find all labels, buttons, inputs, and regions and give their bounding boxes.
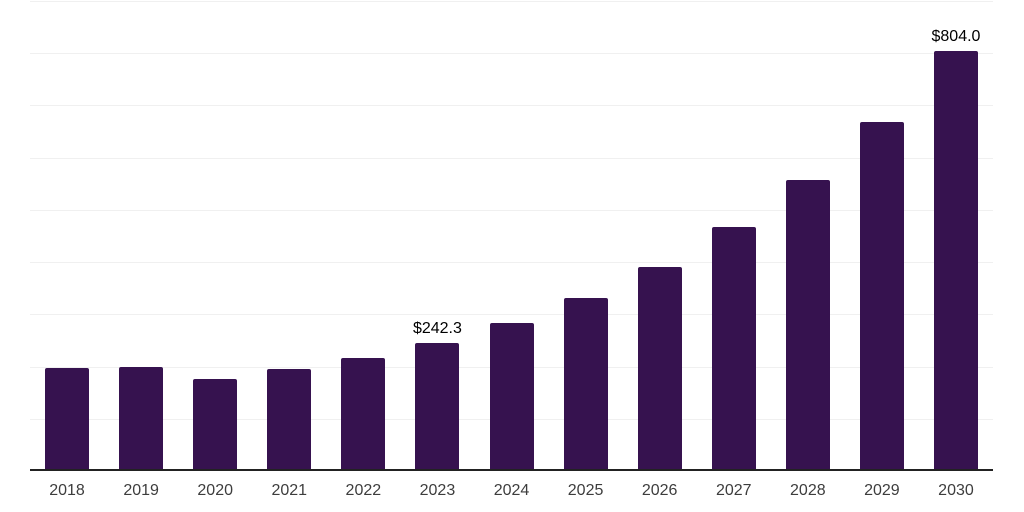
bar-2026 <box>637 266 682 469</box>
x-tick-2022: 2022 <box>345 482 382 499</box>
x-tick-2029: 2029 <box>864 482 900 499</box>
bar-band-2029 <box>845 1 919 469</box>
gridline <box>30 314 993 316</box>
x-axis-labels: 2018 2019 2020 2021 2022 2023 2024 2025 2026 2027… <box>30 483 993 499</box>
gridline <box>30 157 993 159</box>
value-label-2023: $242.3 <box>412 320 462 337</box>
bar-2023 <box>415 343 460 469</box>
bar-2020 <box>193 379 238 469</box>
gridline <box>30 105 993 107</box>
bar-2022 <box>341 358 386 469</box>
x-tick-2030: 2030 <box>938 482 974 499</box>
bar-band-2022 <box>326 1 400 469</box>
gridline <box>30 209 993 211</box>
bar-2025 <box>563 297 608 469</box>
bar-band-2019 <box>104 1 178 469</box>
x-tick-2024: 2024 <box>493 482 530 499</box>
bar-2024 <box>489 322 534 469</box>
bars-container: $242.3 $804.0 <box>30 1 993 469</box>
bar-band-2024 <box>474 1 548 469</box>
bar-band-2020 <box>178 1 252 469</box>
bar-band-2027 <box>697 1 771 469</box>
bar-band-2021 <box>252 1 326 469</box>
bar-2028 <box>785 179 830 469</box>
x-tick-2023: 2023 <box>419 482 456 499</box>
bar-band-2018 <box>30 1 104 469</box>
x-tick-2020: 2020 <box>197 482 233 499</box>
gridline <box>30 262 993 264</box>
x-tick-2028: 2028 <box>790 482 826 499</box>
x-tick-2021: 2021 <box>271 482 308 499</box>
x-tick-2026: 2026 <box>641 482 678 499</box>
bar-2030 <box>933 51 978 469</box>
bar-2029 <box>859 122 904 469</box>
bar-2027 <box>711 227 756 469</box>
bar-2021 <box>267 369 312 469</box>
x-tick-2019: 2019 <box>123 482 159 499</box>
x-axis-line <box>30 469 993 471</box>
x-tick-2027: 2027 <box>715 482 752 499</box>
plot-area: $242.3 $804.0 <box>30 1 993 471</box>
x-tick-2025: 2025 <box>567 482 604 499</box>
bar-2019 <box>119 367 164 469</box>
bar-band-2028 <box>771 1 845 469</box>
bar-band-2025 <box>549 1 623 469</box>
value-label-2030: $804.0 <box>931 28 981 45</box>
bar-2018 <box>45 368 90 469</box>
gridline <box>30 1 993 2</box>
x-tick-2018: 2018 <box>49 482 85 499</box>
bar-band-2026 <box>623 1 697 469</box>
bar-band-2030: $804.0 <box>919 1 993 469</box>
gridline <box>30 53 993 55</box>
bar-band-2023: $242.3 <box>400 1 474 469</box>
